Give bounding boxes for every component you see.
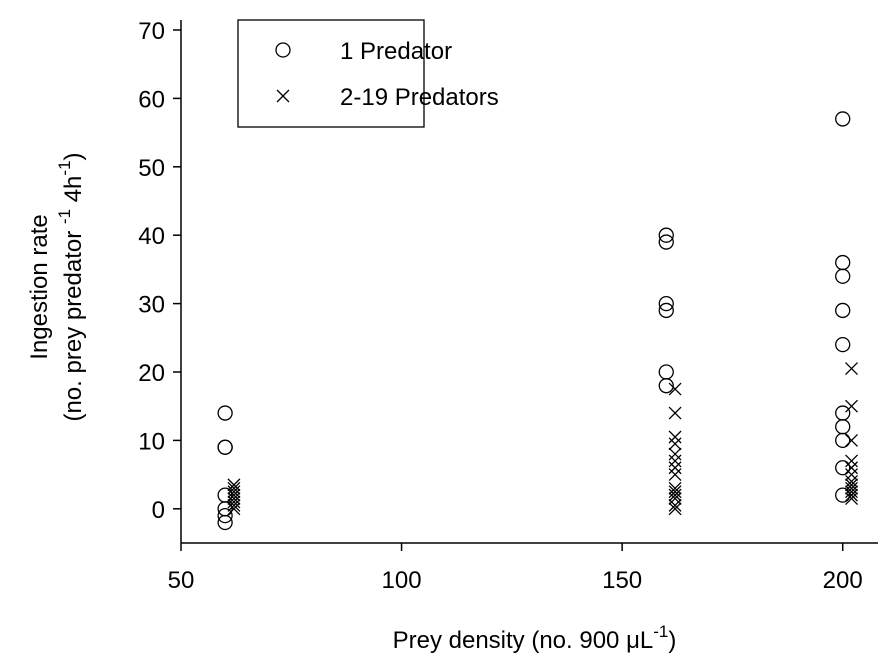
point [668, 382, 682, 396]
point [217, 405, 233, 421]
y-axis-label-part: Ingestion rate [26, 214, 53, 359]
legend-box [237, 19, 425, 128]
y-tick-label: 30 [138, 292, 165, 319]
legend-label: 2-19 Predators [340, 84, 499, 111]
y-axis-label: Ingestion rate [26, 214, 53, 359]
point [658, 234, 674, 250]
point [668, 485, 682, 499]
point [658, 378, 674, 394]
y-tick-label: 70 [138, 18, 165, 45]
point [845, 454, 858, 468]
point [668, 454, 682, 468]
point [845, 433, 858, 447]
point [835, 460, 851, 476]
point [668, 437, 682, 451]
x-tick-label: 200 [823, 567, 863, 594]
point [227, 488, 241, 502]
y-axis-label-part: -1 [55, 160, 74, 175]
point [668, 492, 682, 505]
point [217, 507, 233, 524]
point [668, 468, 682, 482]
point [658, 302, 674, 319]
point [668, 488, 682, 502]
point [845, 399, 858, 413]
point [845, 485, 858, 499]
point [835, 405, 851, 421]
point [835, 336, 851, 353]
y-tick-label: 60 [138, 86, 165, 113]
point [227, 492, 241, 505]
point [835, 302, 851, 319]
point [227, 502, 241, 516]
legend-label: 1 Predator [340, 38, 452, 65]
point [845, 478, 858, 492]
point [845, 362, 858, 376]
x-axis-label-part: -1 [653, 622, 668, 641]
x-axis-label: Prey density (no. 900 μL-1) [393, 622, 677, 654]
legend-marker [275, 42, 291, 58]
point [668, 406, 682, 420]
point [668, 481, 682, 495]
x-tick-label: 100 [382, 567, 422, 594]
y-axis-label-part: -1 [55, 209, 74, 224]
point [227, 485, 241, 499]
point [845, 461, 858, 475]
point [835, 111, 851, 127]
point [227, 481, 241, 495]
point [835, 254, 851, 271]
point [658, 227, 674, 243]
y-tick-label: 0 [152, 497, 165, 524]
y-tick-label: 20 [138, 360, 165, 387]
y-axis-label: (no. prey predator -1 4h-1) [55, 152, 87, 421]
point [845, 474, 858, 488]
x-axis-label-part: Prey density (no. 900 μL [393, 627, 654, 654]
point [668, 430, 682, 444]
x-tick-label: 150 [602, 567, 642, 594]
point [658, 295, 674, 312]
point [227, 498, 241, 512]
point [217, 514, 233, 531]
point [227, 495, 241, 509]
y-axis-label-part: ) [60, 152, 87, 160]
point [845, 468, 858, 482]
legend-marker [276, 89, 290, 103]
point [845, 492, 858, 505]
point [835, 487, 851, 503]
point [658, 364, 674, 380]
y-axis-label-part: 4h [60, 176, 87, 209]
point [668, 498, 682, 512]
x-tick-label: 50 [168, 567, 195, 594]
y-tick-label: 10 [138, 428, 165, 455]
point [668, 461, 682, 475]
y-tick-label: 50 [138, 155, 165, 182]
point [668, 502, 682, 516]
point [835, 432, 851, 449]
point [845, 488, 858, 502]
point [668, 447, 682, 461]
y-axis-label-part: (no. prey predator [60, 224, 87, 421]
point [227, 478, 241, 492]
point [835, 268, 851, 284]
point [845, 481, 858, 495]
point [835, 419, 851, 435]
x-axis-label-part: ) [668, 627, 676, 654]
y-tick-label: 40 [138, 223, 165, 250]
point [217, 439, 233, 455]
